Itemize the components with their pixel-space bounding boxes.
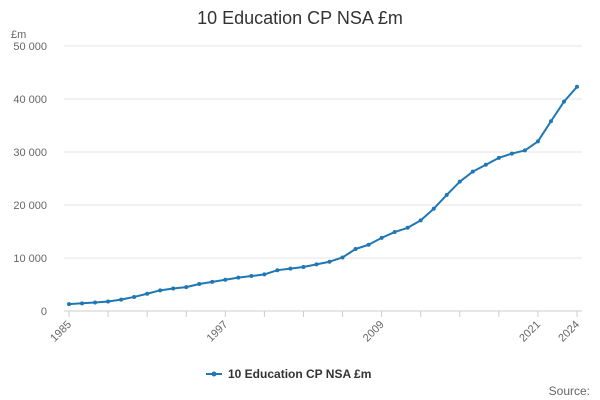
y-tick-label: 10 000 (13, 253, 47, 265)
data-point (366, 242, 371, 247)
x-tick-label: 2024 (556, 319, 582, 345)
data-point (145, 291, 150, 296)
y-tick-label: 20 000 (13, 200, 47, 212)
legend-swatch-marker (211, 371, 217, 377)
data-point (184, 285, 189, 290)
data-point (548, 119, 553, 124)
data-point (288, 266, 293, 271)
data-point (210, 279, 215, 284)
x-tick-label: 2021 (517, 319, 543, 345)
data-point (223, 277, 228, 282)
data-point (353, 246, 358, 251)
data-point (197, 281, 202, 286)
data-point (535, 139, 540, 144)
data-point (106, 299, 111, 304)
source-label: Source: (549, 384, 590, 398)
data-point (418, 218, 423, 223)
data-point (405, 225, 410, 230)
data-point (262, 272, 267, 277)
data-point (522, 148, 527, 153)
data-point (314, 262, 319, 267)
y-axis-ticks: 0 10 000 20 000 30 000 40 000 50 000 (13, 41, 47, 318)
data-point (249, 274, 254, 279)
data-point (80, 301, 85, 306)
legend[interactable]: 10 Education CP NSA £m (206, 367, 371, 381)
data-point (301, 265, 306, 270)
data-point (575, 84, 579, 89)
data-point (431, 206, 436, 211)
x-axis: 1985 1997 2009 2021 2024 (48, 310, 582, 345)
series-layer (67, 84, 579, 307)
data-point (93, 300, 98, 305)
y-tick-label: 30 000 (13, 147, 47, 159)
data-point (392, 230, 397, 235)
data-point (509, 151, 514, 156)
chart-title: 10 Education CP NSA £m (197, 8, 403, 28)
data-point (327, 259, 332, 264)
x-tick-label: 1985 (48, 319, 74, 345)
data-point (561, 99, 566, 104)
data-point (158, 288, 163, 293)
y-tick-label: 50 000 (13, 41, 47, 53)
x-tick-label: 1997 (205, 319, 231, 345)
gridlines (64, 45, 582, 259)
data-point (119, 297, 124, 302)
data-point (379, 235, 384, 240)
data-point (457, 179, 462, 184)
x-tick-label: 2009 (361, 319, 387, 345)
data-point (483, 162, 488, 167)
y-tick-label: 0 (41, 306, 47, 318)
data-point (67, 302, 71, 307)
y-axis-unit-label: £m (11, 29, 26, 41)
y-tick-label: 40 000 (13, 94, 47, 106)
data-point (236, 275, 241, 280)
legend-label: 10 Education CP NSA £m (228, 367, 371, 381)
series-line (68, 85, 578, 306)
data-point (340, 255, 345, 260)
data-point (444, 192, 449, 197)
data-point (132, 294, 137, 299)
data-point (496, 155, 501, 160)
data-point (470, 169, 475, 174)
data-point (275, 268, 280, 273)
data-point (171, 286, 176, 291)
